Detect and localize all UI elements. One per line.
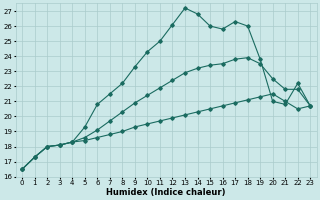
X-axis label: Humidex (Indice chaleur): Humidex (Indice chaleur) — [107, 188, 226, 197]
